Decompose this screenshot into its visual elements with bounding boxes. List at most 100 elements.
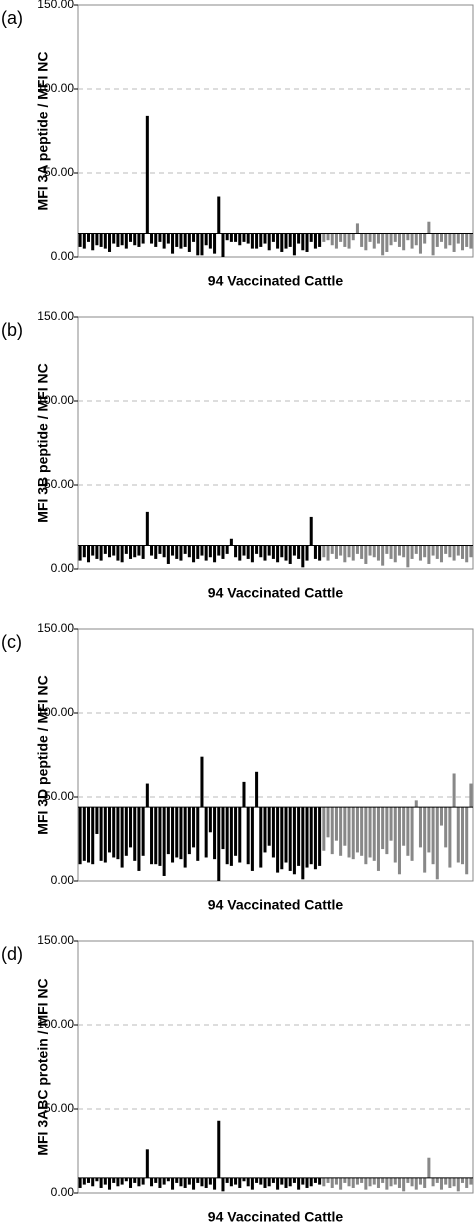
bar [305, 1177, 309, 1188]
bar [99, 233, 103, 247]
bar [355, 1177, 359, 1185]
bar [116, 807, 120, 860]
bar [234, 807, 238, 856]
bar [465, 807, 469, 875]
bar [351, 233, 355, 241]
bar [213, 545, 217, 563]
bar [246, 233, 250, 244]
bar [150, 545, 154, 556]
bar [129, 545, 133, 559]
bar [418, 1177, 422, 1185]
bar [112, 545, 116, 556]
bar [364, 807, 368, 865]
bar [166, 807, 170, 855]
bar [91, 545, 95, 556]
bar [263, 1177, 267, 1188]
bar [410, 545, 414, 559]
bar [406, 807, 410, 856]
y-tick-label: 100.00 [37, 705, 74, 719]
bar [112, 1177, 116, 1183]
bar [225, 807, 229, 865]
bar [271, 233, 275, 242]
bar [158, 1177, 162, 1188]
bar [162, 545, 166, 558]
bar [389, 545, 393, 559]
bar [465, 545, 469, 563]
bar [284, 545, 288, 561]
bar [82, 807, 86, 861]
bar [238, 233, 242, 246]
bar [427, 221, 431, 234]
bar [305, 807, 309, 868]
bar [280, 1177, 284, 1185]
bar [460, 807, 465, 865]
bar [301, 807, 305, 880]
bar [402, 233, 406, 251]
bar [456, 545, 460, 556]
bar [292, 1177, 296, 1183]
plot-area [77, 940, 474, 1194]
bar [263, 545, 267, 561]
bar [238, 1177, 242, 1188]
bar [355, 545, 359, 554]
bar [444, 233, 448, 249]
bar [158, 545, 162, 554]
bar [284, 1177, 288, 1188]
bar [234, 1177, 238, 1185]
bar [448, 1177, 452, 1188]
bar [242, 1177, 246, 1182]
bar [86, 1177, 91, 1183]
bar [225, 233, 229, 241]
bar [124, 807, 128, 856]
bar [250, 233, 254, 249]
bar [99, 1177, 103, 1188]
bar [284, 233, 288, 249]
bar [263, 233, 267, 244]
bar [229, 538, 233, 546]
bar [452, 233, 456, 252]
bar [116, 1177, 120, 1187]
bar [448, 807, 452, 868]
bar [418, 233, 422, 254]
bar [78, 233, 82, 247]
bar [133, 1177, 137, 1183]
bar [309, 233, 313, 242]
bar [431, 545, 435, 556]
bar [200, 233, 204, 256]
bar [86, 807, 91, 863]
bar [124, 233, 128, 249]
y-axis-title: MFI 3ABC protein / MFI NC [35, 978, 51, 1155]
bar [452, 773, 456, 808]
bar [187, 545, 191, 558]
y-tick-label: 150.00 [37, 621, 74, 635]
bar [250, 807, 254, 871]
x-axis-title: 94 Vaccinated Cattle [208, 585, 344, 601]
bar [196, 545, 200, 559]
bar [200, 545, 204, 556]
bar [229, 1177, 233, 1187]
bar [427, 807, 431, 853]
bar [246, 807, 250, 865]
bar [393, 233, 397, 242]
bar [347, 233, 351, 249]
bar [460, 233, 465, 251]
bar [120, 545, 124, 563]
bar [364, 545, 368, 564]
bar [372, 545, 376, 558]
x-axis-title: 94 Vaccinated Cattle [208, 273, 344, 289]
bar [271, 807, 275, 858]
bar [431, 807, 435, 865]
bar [192, 545, 196, 563]
bar [439, 545, 443, 563]
bar [200, 1177, 204, 1187]
bar [196, 233, 200, 256]
bar [334, 1177, 338, 1185]
bar [456, 233, 460, 244]
bar [385, 807, 389, 855]
bar [217, 545, 221, 556]
bar [347, 545, 351, 558]
bar [276, 545, 280, 563]
bar [318, 1177, 322, 1185]
bar [427, 545, 431, 564]
